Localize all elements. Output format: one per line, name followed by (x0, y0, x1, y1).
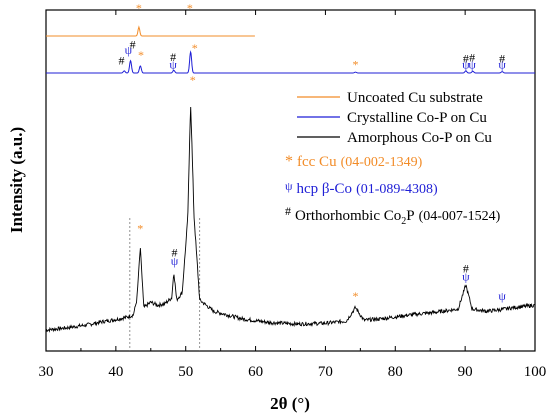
peak-marker: ψ (171, 254, 179, 268)
peak-marker: * (137, 222, 143, 236)
peak-marker: ψ (125, 43, 133, 57)
series-line-crystalline-cop (46, 50, 535, 74)
peak-marker: # (469, 51, 475, 65)
series-line-uncoated-cu (46, 25, 255, 37)
peak-marker: # (170, 50, 176, 64)
peak-marker: * (187, 1, 193, 15)
phase-legend-entry: * fcc Cu (04-002-1349) (285, 153, 423, 170)
peak-marker: # (463, 261, 469, 275)
peak-marker: ψ (169, 58, 177, 72)
peak-marker: ψ (498, 58, 506, 72)
peak-marker: * (352, 58, 358, 72)
x-tick-label: 60 (248, 364, 263, 380)
phase-legend-entry: ψ hcp β-Co (01-089-4308) (285, 179, 438, 197)
x-axis-ticks: 30 40 50 60 70 80 90 100 (39, 10, 547, 380)
peak-marker: # (463, 52, 469, 66)
reference-lines (129, 218, 201, 351)
peak-marker: ψ (468, 58, 476, 72)
x-tick-label: 30 (39, 364, 54, 380)
peak-marker: * (136, 1, 142, 15)
legend-label: Crystalline Co-P on Cu (347, 110, 487, 126)
series-layer (45, 25, 536, 333)
phase-legend-entry: # Orthorhombic Co2P (04-007-1524) (285, 204, 501, 227)
peak-marker: * (138, 48, 144, 62)
x-tick-label: 100 (524, 364, 547, 380)
legend: Uncoated Cu substrate Crystalline Co-P on… (297, 90, 492, 146)
y-axis-label: Intensity (a.u.) (7, 127, 26, 233)
x-tick-label: 40 (108, 364, 123, 380)
x-tick-label: 70 (318, 364, 333, 380)
series-line-amorphous-cop (45, 106, 536, 333)
phase-legend: * fcc Cu (04-002-1349) ψ hcp β-Co (01-089-430… (285, 153, 501, 227)
peak-markers: * *ψ## * #ψ** #ψ #ψ #ψ**#ψ*#ψψ (118, 1, 506, 303)
legend-label: Amorphous Co-P on Cu (347, 130, 492, 146)
x-tick-label: 80 (388, 364, 403, 380)
x-tick-label: 50 (178, 364, 193, 380)
peak-marker: # (118, 53, 124, 67)
x-tick-label: 90 (458, 364, 473, 380)
peak-marker: * (192, 41, 198, 55)
peak-marker: # (130, 38, 136, 52)
peak-marker: ψ (498, 289, 506, 303)
peak-marker: * (352, 289, 358, 303)
peak-marker: ψ (462, 270, 470, 284)
legend-label: Uncoated Cu substrate (347, 90, 483, 106)
peak-marker: # (172, 246, 178, 260)
peak-marker: ψ (462, 58, 470, 72)
x-axis-label: 2θ (°) (270, 394, 310, 413)
peak-marker: * (190, 73, 196, 87)
peak-marker: # (499, 52, 505, 66)
